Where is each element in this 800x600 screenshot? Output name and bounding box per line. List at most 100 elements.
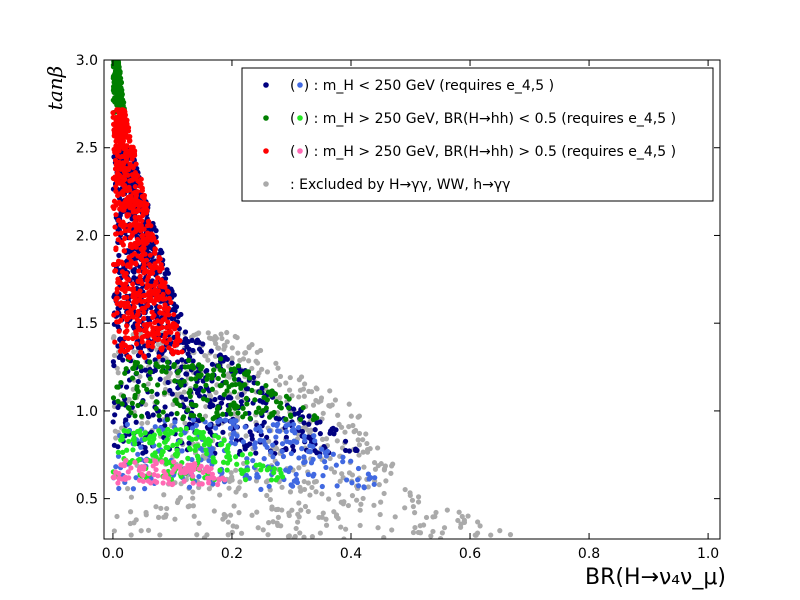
data-point (302, 503, 309, 510)
data-point (344, 477, 350, 483)
data-point (239, 452, 245, 458)
data-point (159, 347, 165, 353)
data-point (253, 462, 259, 468)
data-point (333, 513, 340, 520)
data-point (125, 486, 131, 492)
data-point (378, 499, 384, 505)
data-point (189, 425, 196, 431)
data-point (142, 430, 148, 436)
data-point (112, 121, 118, 127)
y-axis: 0.5 1.0 1.5 2.0 2.5 3.0 (76, 53, 720, 508)
data-point (300, 405, 306, 411)
data-point (150, 325, 156, 331)
data-point (192, 447, 198, 453)
data-point (157, 376, 163, 382)
data-point (291, 406, 297, 412)
data-point (132, 267, 138, 273)
data-point (133, 244, 139, 250)
data-point (119, 115, 125, 122)
data-point (233, 467, 239, 473)
y-tick-label: 2.0 (76, 228, 98, 244)
data-point (334, 483, 340, 489)
data-point (157, 532, 163, 538)
data-point (204, 532, 210, 538)
data-point (119, 433, 125, 439)
data-point (129, 375, 136, 381)
data-point (276, 382, 283, 388)
data-point (217, 467, 223, 473)
data-point (156, 354, 162, 360)
data-point (163, 456, 169, 463)
data-point (129, 400, 135, 406)
data-point (239, 392, 245, 398)
data-point (153, 504, 159, 510)
data-point (182, 470, 188, 476)
data-point (144, 282, 151, 288)
data-point (209, 361, 215, 367)
data-point (130, 281, 136, 287)
data-point (188, 364, 194, 370)
data-point (301, 486, 308, 493)
data-point (238, 530, 245, 536)
data-point (205, 372, 211, 378)
data-point (215, 434, 222, 441)
data-point (488, 532, 494, 538)
data-point (149, 330, 156, 336)
data-point (137, 288, 143, 294)
data-point (293, 471, 299, 477)
data-point (295, 410, 301, 416)
data-point (342, 438, 349, 444)
data-point (209, 375, 215, 381)
data-point (247, 415, 253, 421)
data-point (356, 430, 363, 437)
data-point (206, 480, 212, 486)
data-point (356, 452, 362, 458)
data-point (123, 457, 129, 464)
data-point (141, 327, 147, 334)
data-point (182, 336, 189, 342)
x-axis-label: BR(H→ν₄ν_μ) (585, 565, 726, 590)
legend-secondary-marker (297, 115, 303, 121)
data-point (275, 474, 281, 481)
data-point (255, 525, 261, 531)
data-point (199, 364, 205, 370)
data-point (363, 431, 369, 437)
y-tick-label: 0.5 (76, 492, 98, 508)
data-point (279, 448, 285, 455)
data-point (125, 405, 131, 411)
data-point (153, 460, 159, 467)
data-point (152, 478, 158, 484)
data-point (155, 341, 161, 348)
data-point (185, 462, 191, 468)
data-point (160, 480, 166, 486)
data-point (188, 412, 194, 418)
data-point (305, 448, 312, 455)
data-point (163, 369, 169, 375)
data-point (246, 375, 253, 381)
data-point (113, 212, 119, 218)
data-point (203, 403, 209, 410)
data-point (222, 343, 228, 349)
data-point (141, 315, 147, 322)
data-point (118, 300, 124, 306)
data-point (133, 197, 140, 204)
data-point (196, 481, 202, 487)
series-6 (110, 457, 228, 488)
data-point (179, 394, 185, 400)
data-point (167, 370, 173, 376)
data-point (246, 358, 252, 364)
data-point (357, 522, 363, 529)
data-point (160, 283, 167, 289)
data-point (229, 360, 235, 366)
data-point (190, 489, 196, 495)
data-point (228, 470, 234, 476)
data-point (253, 450, 259, 456)
data-point (149, 344, 156, 350)
data-point (312, 438, 318, 444)
data-point (275, 522, 281, 529)
data-point (308, 460, 315, 466)
data-point (141, 309, 147, 316)
data-point (198, 463, 204, 469)
data-point (144, 333, 151, 339)
data-point (277, 467, 283, 473)
